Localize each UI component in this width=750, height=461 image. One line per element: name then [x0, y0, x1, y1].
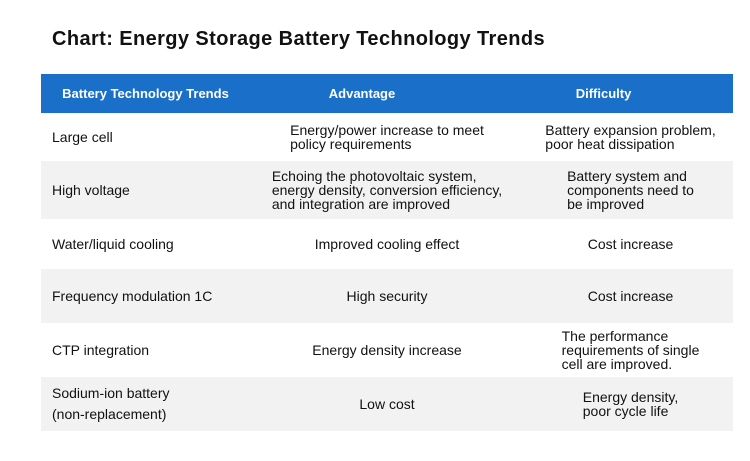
- table-row: Water/liquid cooling Improved cooling ef…: [41, 219, 733, 269]
- table-header: Battery Technology Trends Advantage Diff…: [41, 74, 733, 113]
- table-row: Frequency modulation 1C High security Co…: [41, 269, 733, 323]
- page-title: Chart: Energy Storage Battery Technology…: [52, 28, 545, 50]
- advantage-cell: Improved cooling effect: [314, 236, 460, 252]
- table-row: Large cell Energy/power increase to meet…: [41, 113, 733, 161]
- trend-cell: Water/liquid cooling: [52, 236, 174, 252]
- trend-cell: Large cell: [52, 129, 113, 145]
- difficulty-cell: Cost increase: [587, 288, 674, 304]
- difficulty-cell: Cost increase: [587, 236, 674, 252]
- trend-cell: Frequency modulation 1C: [52, 288, 213, 304]
- trend-cell: Sodium-ion battery (non-replacement): [52, 385, 170, 422]
- advantage-cell: Low cost: [359, 396, 415, 412]
- trend-cell: CTP integration: [52, 342, 150, 358]
- difficulty-cell: Battery expansion problem, poor heat diss…: [545, 122, 716, 152]
- trends-table: Battery Technology Trends Advantage Diff…: [41, 74, 733, 431]
- advantage-cell: Energy/power increase to meet policy requ…: [290, 122, 484, 152]
- difficulty-cell: Energy density, poor cycle life: [582, 389, 679, 419]
- header-difficulty: Difficulty: [575, 86, 632, 101]
- header-advantage: Advantage: [328, 86, 396, 101]
- advantage-cell: Energy density increase: [312, 342, 462, 358]
- difficulty-cell: Battery system and components need to be i…: [567, 168, 694, 212]
- difficulty-cell: The performance requirements of single cel…: [561, 328, 700, 372]
- trend-cell: High voltage: [52, 182, 130, 198]
- advantage-cell: High security: [346, 288, 428, 304]
- header-trend: Battery Technology Trends: [62, 86, 229, 101]
- advantage-cell: Echoing the photovoltaic system, energy d…: [271, 168, 503, 212]
- table-row: Sodium-ion battery (non-replacement) Low …: [41, 377, 733, 431]
- table-row: High voltage Echoing the photovoltaic sy…: [41, 161, 733, 219]
- table-row: CTP integration Energy density increase …: [41, 323, 733, 377]
